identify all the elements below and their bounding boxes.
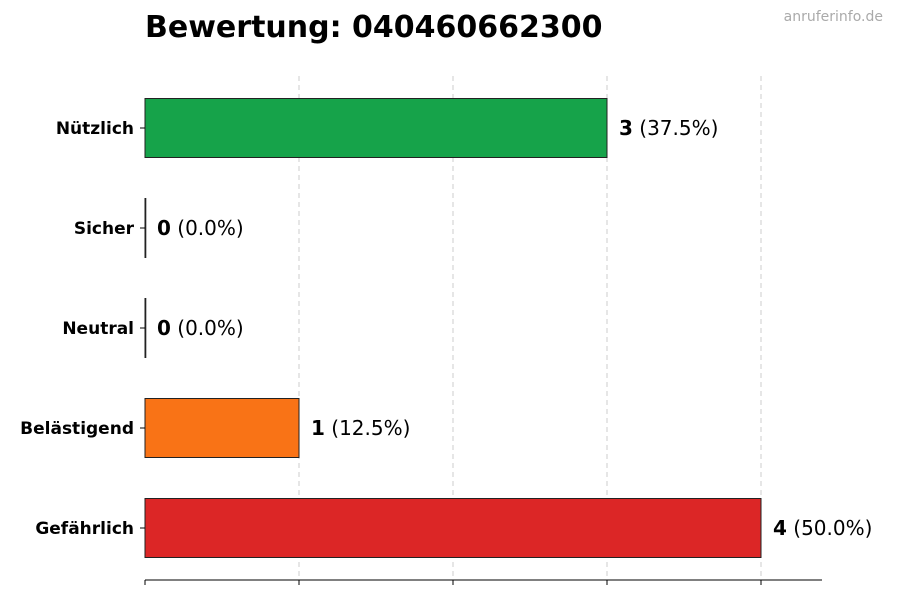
value-percent-1: (0.0%) (171, 216, 244, 240)
category-label-4: Gefährlich (35, 519, 134, 539)
value-percent-0: (37.5%) (633, 116, 719, 140)
value-label-2: 0 (0.0%) (157, 316, 244, 340)
bar-4 (144, 498, 762, 558)
watermark: anruferinfo.de (783, 9, 883, 25)
bar-0 (144, 98, 608, 158)
category-label-1: Sicher (74, 219, 135, 239)
value-count-4: 4 (773, 516, 787, 540)
value-label-1: 0 (0.0%) (157, 216, 244, 240)
category-label-3: Belästigend (20, 419, 134, 439)
value-count-2: 0 (157, 316, 171, 340)
value-percent-2: (0.0%) (171, 316, 244, 340)
chart-title: Bewertung: 040460662300 (145, 10, 603, 45)
value-count-0: 3 (619, 116, 633, 140)
value-label-4: 4 (50.0%) (773, 516, 872, 540)
value-percent-4: (50.0%) (787, 516, 873, 540)
bar-3 (144, 398, 300, 458)
value-count-3: 1 (311, 416, 325, 440)
value-label-3: 1 (12.5%) (311, 416, 410, 440)
value-count-1: 0 (157, 216, 171, 240)
category-label-2: Neutral (62, 319, 134, 339)
value-label-0: 3 (37.5%) (619, 116, 718, 140)
value-percent-3: (12.5%) (325, 416, 411, 440)
bar-2 (144, 298, 147, 358)
category-label-0: Nützlich (56, 119, 134, 139)
bar-1 (144, 198, 147, 258)
